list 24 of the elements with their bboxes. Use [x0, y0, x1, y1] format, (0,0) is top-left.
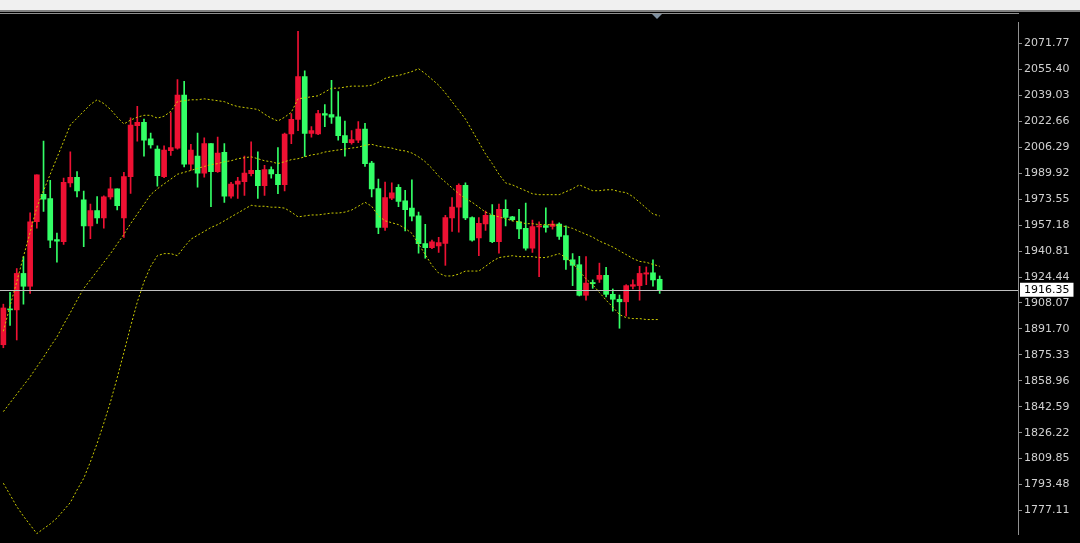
y-tick-label: 1875.33 [1024, 347, 1070, 361]
candlestick [542, 207, 549, 233]
y-tick-label: 1858.96 [1024, 373, 1070, 387]
y-tick-label: 1908.07 [1024, 295, 1070, 309]
ref-line-label: 1916.35 [1024, 282, 1070, 296]
line-series [2, 201, 661, 535]
y-tick-label: 1989.92 [1024, 166, 1070, 180]
y-tick-label: 2071.77 [1024, 36, 1070, 50]
y-tick-label: 2006.29 [1024, 140, 1070, 154]
y-tick-label: 1777.11 [1024, 503, 1070, 517]
y-tick-label: 1940.81 [1024, 243, 1070, 257]
y-tick-label: 1793.48 [1024, 477, 1070, 491]
y-tick-label: 2022.66 [1024, 114, 1070, 128]
y-tick-label: 1973.55 [1024, 192, 1070, 206]
y-tick-label: 2039.03 [1024, 88, 1070, 102]
y-tick-label: 1891.70 [1024, 321, 1070, 335]
candlestick [275, 147, 281, 195]
line-series [2, 143, 661, 413]
y-tick-label: 1957.18 [1024, 217, 1070, 231]
y-tick-label: 2055.40 [1024, 62, 1070, 76]
y-tick-label: 1826.22 [1024, 425, 1070, 439]
y-tick-label: 1809.85 [1024, 451, 1070, 465]
y-tick-label: 1924.44 [1024, 269, 1070, 283]
y-tick-label: 1842.59 [1024, 399, 1070, 413]
